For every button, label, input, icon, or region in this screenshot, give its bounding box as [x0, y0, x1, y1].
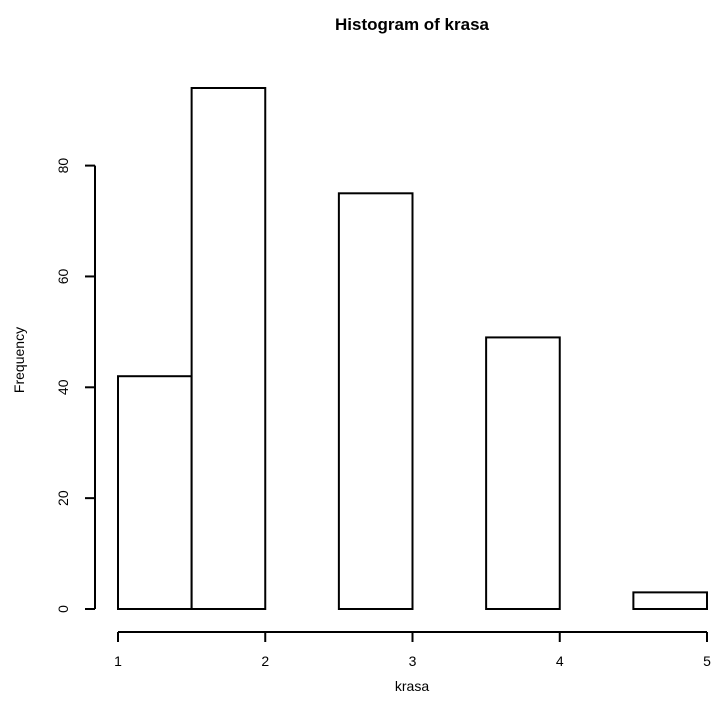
- histogram-bar-4: [337, 192, 414, 611]
- y-tick-label: 20: [55, 490, 71, 506]
- y-axis: 0 20 40 60 80: [55, 158, 96, 613]
- x-tick-label: 1: [114, 653, 122, 669]
- y-tick-label: 0: [55, 605, 71, 613]
- y-tick-label: 40: [55, 379, 71, 395]
- x-tick-label: 2: [261, 653, 269, 669]
- histogram-bar-1: [117, 375, 193, 610]
- chart-title: Histogram of krasa: [335, 15, 490, 34]
- x-tick-label: 3: [409, 653, 417, 669]
- histogram-bar-6: [485, 336, 561, 610]
- x-axis: 1 2 3 4 5: [114, 631, 711, 669]
- x-tick-label: 4: [556, 653, 564, 669]
- histogram-bar-8: [632, 591, 708, 610]
- x-axis-label: krasa: [395, 678, 429, 694]
- bars-group: [117, 87, 708, 611]
- histogram-bar-2: [190, 87, 267, 610]
- x-tick-label: 5: [703, 653, 711, 669]
- y-tick-label: 80: [55, 158, 71, 174]
- y-tick-label: 60: [55, 268, 71, 284]
- y-axis-label: Frequency: [11, 327, 27, 393]
